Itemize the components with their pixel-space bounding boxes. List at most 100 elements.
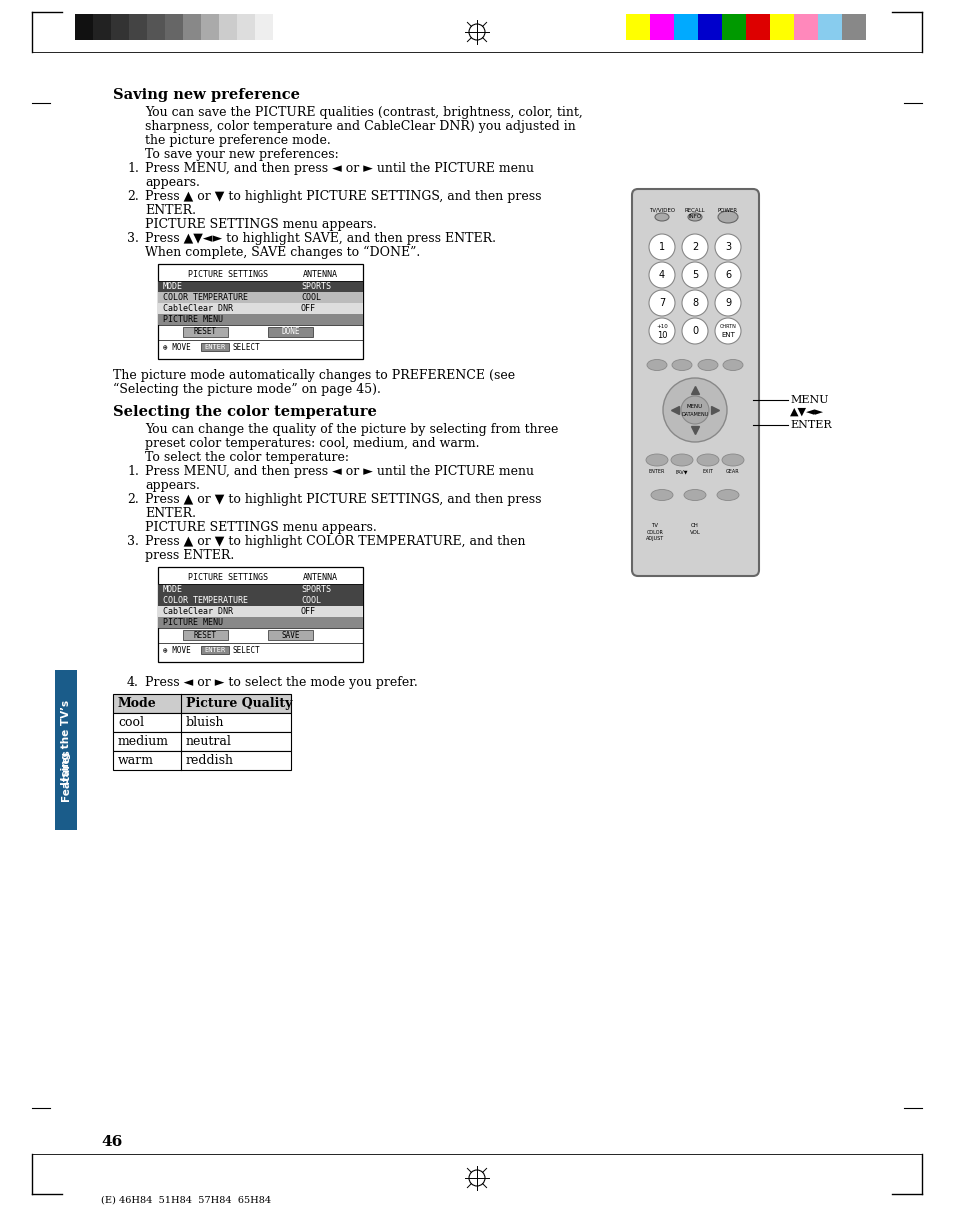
Text: Features: Features bbox=[61, 749, 71, 801]
Circle shape bbox=[648, 234, 675, 260]
Text: ENTER: ENTER bbox=[204, 646, 226, 652]
Text: +10: +10 bbox=[656, 323, 667, 328]
Text: appears.: appears. bbox=[145, 479, 200, 492]
Text: You can save the PICTURE qualities (contrast, brightness, color, tint,: You can save the PICTURE qualities (cont… bbox=[145, 106, 582, 119]
Bar bbox=[112, 732, 291, 751]
Ellipse shape bbox=[721, 453, 743, 466]
Bar bbox=[673, 14, 698, 40]
Bar bbox=[254, 14, 273, 40]
Text: PICTURE SETTINGS menu appears.: PICTURE SETTINGS menu appears. bbox=[145, 521, 376, 534]
Text: The picture mode automatically changes to PREFERENCE (see: The picture mode automatically changes t… bbox=[112, 369, 515, 382]
Circle shape bbox=[714, 318, 740, 344]
Bar bbox=[147, 14, 165, 40]
Text: 6: 6 bbox=[724, 270, 730, 280]
Text: COLOR TEMPERATURE: COLOR TEMPERATURE bbox=[163, 293, 248, 302]
Bar bbox=[219, 14, 236, 40]
Bar bbox=[55, 671, 77, 830]
Text: Press ▲ or ▼ to highlight PICTURE SETTINGS, and then press: Press ▲ or ▼ to highlight PICTURE SETTIN… bbox=[145, 191, 541, 203]
Text: ENTER: ENTER bbox=[204, 344, 226, 350]
Text: Selecting the color temperature: Selecting the color temperature bbox=[112, 405, 376, 418]
Bar bbox=[649, 14, 673, 40]
Text: MENU: MENU bbox=[686, 404, 702, 410]
Circle shape bbox=[648, 289, 675, 316]
Text: DATAMENU: DATAMENU bbox=[680, 411, 708, 416]
Text: SELECT: SELECT bbox=[233, 343, 260, 352]
Bar bbox=[236, 14, 254, 40]
Text: neutral: neutral bbox=[186, 734, 232, 748]
Circle shape bbox=[680, 396, 708, 425]
Text: 4: 4 bbox=[659, 270, 664, 280]
Bar bbox=[183, 630, 228, 640]
Text: Saving new preference: Saving new preference bbox=[112, 88, 299, 103]
Circle shape bbox=[714, 234, 740, 260]
Text: When complete, SAVE changes to “DONE”.: When complete, SAVE changes to “DONE”. bbox=[145, 246, 420, 259]
Text: You can change the quality of the picture by selecting from three: You can change the quality of the pictur… bbox=[145, 423, 558, 437]
Text: 7: 7 bbox=[659, 298, 664, 308]
Bar bbox=[112, 713, 291, 732]
Text: ENT: ENT bbox=[720, 332, 734, 338]
Text: 1.: 1. bbox=[127, 466, 139, 478]
Circle shape bbox=[681, 318, 707, 344]
Ellipse shape bbox=[698, 359, 718, 370]
Text: POWER: POWER bbox=[718, 207, 738, 213]
Text: CableClear DNR: CableClear DNR bbox=[163, 607, 233, 616]
Bar bbox=[158, 605, 363, 617]
Bar bbox=[201, 343, 229, 351]
Bar bbox=[158, 292, 363, 303]
Bar bbox=[745, 14, 769, 40]
Text: 3.: 3. bbox=[127, 535, 139, 548]
Text: COOL: COOL bbox=[301, 293, 320, 302]
Text: preset color temperatures: cool, medium, and warm.: preset color temperatures: cool, medium,… bbox=[145, 437, 479, 450]
Bar bbox=[268, 630, 313, 640]
Text: ENTER.: ENTER. bbox=[145, 204, 195, 217]
Circle shape bbox=[648, 318, 675, 344]
Text: MODE: MODE bbox=[163, 282, 183, 291]
Text: ANTENNA: ANTENNA bbox=[303, 270, 337, 279]
Circle shape bbox=[681, 262, 707, 288]
Bar bbox=[75, 14, 92, 40]
Circle shape bbox=[681, 234, 707, 260]
Circle shape bbox=[714, 262, 740, 288]
Text: MODE: MODE bbox=[163, 585, 183, 595]
Text: MENU: MENU bbox=[789, 396, 827, 405]
Text: Press ◄ or ► to select the mode you prefer.: Press ◄ or ► to select the mode you pref… bbox=[145, 677, 417, 689]
Ellipse shape bbox=[646, 359, 666, 370]
Circle shape bbox=[662, 377, 726, 443]
Text: Press ▲ or ▼ to highlight PICTURE SETTINGS, and then press: Press ▲ or ▼ to highlight PICTURE SETTIN… bbox=[145, 493, 541, 507]
Bar bbox=[111, 14, 129, 40]
Text: ENTER.: ENTER. bbox=[145, 507, 195, 520]
Text: SAVE: SAVE bbox=[281, 631, 299, 639]
Text: 10: 10 bbox=[656, 330, 666, 340]
Text: 0: 0 bbox=[691, 326, 698, 336]
Bar bbox=[268, 327, 313, 336]
Text: “Selecting the picture mode” on page 45).: “Selecting the picture mode” on page 45)… bbox=[112, 384, 380, 397]
Bar bbox=[158, 584, 363, 595]
Bar bbox=[158, 303, 363, 314]
Text: FAV▼: FAV▼ bbox=[675, 469, 687, 474]
Circle shape bbox=[714, 289, 740, 316]
Text: To save your new preferences:: To save your new preferences: bbox=[145, 148, 338, 160]
Text: press ENTER.: press ENTER. bbox=[145, 549, 234, 562]
Text: EXIT: EXIT bbox=[701, 469, 713, 474]
Text: CableClear DNR: CableClear DNR bbox=[163, 304, 233, 314]
Text: 1: 1 bbox=[659, 242, 664, 252]
Ellipse shape bbox=[722, 359, 742, 370]
Bar bbox=[92, 14, 111, 40]
Text: GEAR: GEAR bbox=[725, 469, 739, 474]
Text: Press MENU, and then press ◄ or ► until the PICTURE menu: Press MENU, and then press ◄ or ► until … bbox=[145, 466, 534, 478]
Bar bbox=[158, 617, 363, 628]
Text: OFF: OFF bbox=[301, 304, 315, 314]
Text: Press ▲▼◄► to highlight SAVE, and then press ENTER.: Press ▲▼◄► to highlight SAVE, and then p… bbox=[145, 232, 496, 245]
Text: 1.: 1. bbox=[127, 162, 139, 175]
Text: DONE: DONE bbox=[281, 328, 299, 336]
Text: 2: 2 bbox=[691, 242, 698, 252]
Bar bbox=[129, 14, 147, 40]
Bar bbox=[183, 14, 201, 40]
Bar bbox=[201, 14, 219, 40]
Bar bbox=[158, 281, 363, 292]
Text: OFF: OFF bbox=[301, 607, 315, 616]
Ellipse shape bbox=[670, 453, 692, 466]
Text: ⊕ MOVE: ⊕ MOVE bbox=[163, 343, 191, 352]
Bar bbox=[158, 314, 363, 324]
Bar bbox=[625, 14, 649, 40]
